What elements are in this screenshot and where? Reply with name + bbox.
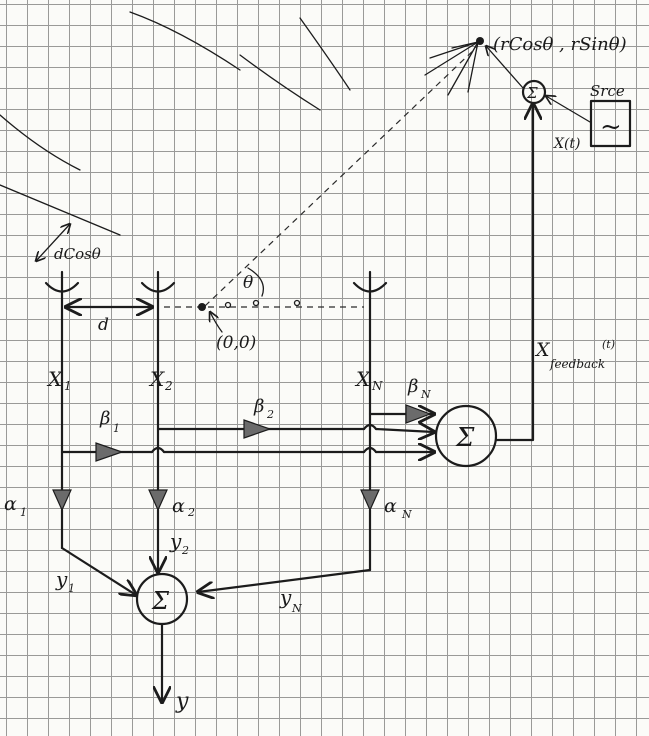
origin-label: (0,0)	[216, 333, 256, 353]
source-point-label: (rCosθ , rSinθ)	[493, 34, 627, 55]
beta2-label: β	[253, 396, 264, 417]
adder-top-symbol: Σ	[526, 84, 538, 102]
antenna-2	[140, 270, 176, 294]
alpha2-label: α	[172, 495, 185, 517]
betan-sub: N	[420, 388, 431, 401]
srce-to-adder-arrow	[546, 96, 591, 123]
betan-gain	[405, 404, 432, 424]
adder-to-source-arrow	[486, 46, 524, 89]
x-t-label: X(t)	[553, 136, 581, 152]
x1-label: X	[46, 367, 63, 391]
y2-sub: 2	[181, 544, 189, 557]
adder-feedback	[434, 404, 498, 468]
alpha1-label: α	[4, 493, 17, 515]
y2-label: y	[169, 529, 182, 553]
baseline-dot-2	[252, 299, 260, 307]
source-box-label: Srce	[590, 82, 625, 100]
alpha2-sub: 2	[187, 506, 195, 519]
source-rays	[424, 41, 479, 96]
output-paths	[60, 508, 372, 702]
y1-sub: 1	[68, 582, 75, 595]
x-feedback-label: X	[534, 339, 551, 361]
feedback-line	[494, 104, 533, 442]
alpha1-sub: 1	[20, 506, 27, 519]
adder-output-symbol: Σ	[151, 587, 170, 615]
sine-wave-icon: ~	[600, 112, 622, 142]
xn-sub: N	[371, 379, 383, 393]
beta1-label: β	[99, 408, 110, 429]
adder-output	[135, 572, 189, 626]
antenna-1	[44, 270, 80, 294]
signal-lines	[60, 290, 372, 572]
x2-label: X	[148, 367, 165, 391]
theta-label: θ	[243, 273, 253, 293]
baseline-dot-1	[224, 301, 232, 309]
dcos-label: dCosθ	[54, 245, 101, 263]
theta-arc	[247, 267, 265, 297]
yn-sub: N	[291, 602, 302, 615]
alpha1-gain	[52, 489, 72, 512]
origin-point	[198, 303, 206, 311]
alpha2-gain	[148, 489, 168, 512]
xn-label: X	[354, 367, 371, 391]
d-label: d	[98, 315, 109, 335]
x1-sub: 1	[64, 379, 72, 393]
source-block: Srce ~	[589, 82, 632, 148]
y1-label: y	[55, 567, 68, 591]
x-feedback-sub: feedback	[549, 357, 605, 371]
adder-feedback-symbol: Σ	[455, 423, 475, 453]
wavefront-arcs	[0, 11, 351, 236]
x-feedback-sup: (t)	[602, 338, 615, 351]
beta1-gain	[95, 442, 124, 462]
beta2-gain	[243, 419, 272, 439]
origin-leader	[210, 312, 223, 333]
alphan-gain	[360, 489, 380, 512]
source-point	[476, 37, 484, 45]
betan-label: β	[407, 376, 418, 397]
line-of-sight	[204, 45, 479, 307]
yn-label: y	[279, 585, 292, 609]
source-box	[589, 99, 632, 148]
alphan-label: α	[384, 495, 397, 517]
x2-sub: 2	[164, 379, 173, 393]
beta1-sub: 1	[113, 422, 120, 435]
baseline-dot-3	[293, 299, 301, 307]
beta2-sub: 2	[266, 408, 274, 421]
dcos-arrow	[36, 224, 70, 261]
antenna-n	[352, 270, 388, 294]
y-label: y	[175, 689, 189, 714]
alphan-sub: N	[401, 508, 412, 521]
